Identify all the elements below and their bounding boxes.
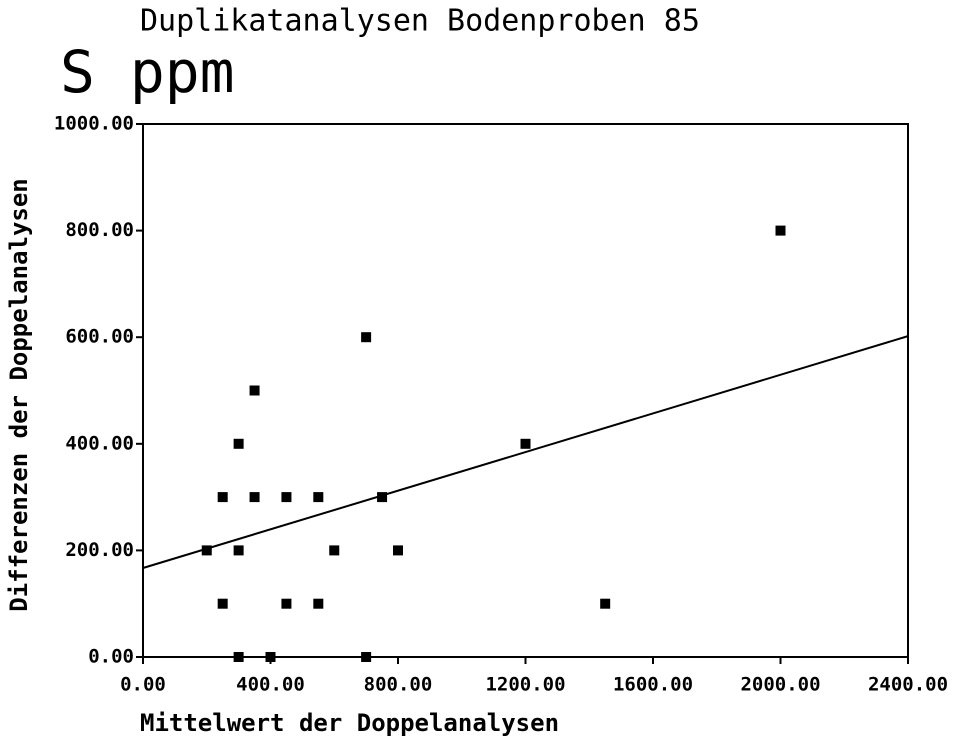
y-tick-label: 400.00 bbox=[65, 432, 134, 454]
point bbox=[313, 492, 324, 503]
point bbox=[233, 438, 244, 449]
point bbox=[361, 652, 372, 662]
y-axis-label: Differenzen der Doppelanalysen bbox=[5, 178, 33, 611]
point bbox=[201, 545, 212, 556]
x-tick-label: 0.00 bbox=[120, 674, 166, 696]
point bbox=[393, 545, 403, 556]
regression-line bbox=[142, 335, 909, 569]
chart-title: Duplikatanalysen Bodenproben 85 bbox=[140, 4, 700, 39]
point bbox=[520, 438, 531, 449]
point bbox=[249, 492, 260, 503]
y-tick-label: 600.00 bbox=[65, 326, 134, 348]
point bbox=[281, 492, 292, 503]
point bbox=[233, 545, 244, 556]
point bbox=[249, 385, 260, 396]
point bbox=[217, 598, 228, 609]
point bbox=[329, 545, 340, 556]
x-tick-label: 1600.00 bbox=[613, 674, 693, 696]
point bbox=[265, 652, 276, 662]
x-tick-label: 2400.00 bbox=[868, 674, 948, 696]
y-tick-label: 0.00 bbox=[88, 646, 134, 668]
chart-subtitle: S ppm bbox=[60, 38, 235, 106]
y-tick-label: 800.00 bbox=[65, 219, 134, 241]
point bbox=[600, 598, 611, 609]
x-tick-label: 800.00 bbox=[364, 674, 433, 696]
point bbox=[377, 492, 388, 503]
point bbox=[281, 598, 292, 609]
x-tick-label: 1200.00 bbox=[485, 674, 565, 696]
y-tick-label: 200.00 bbox=[65, 539, 134, 561]
point bbox=[233, 652, 244, 662]
x-tick-label: 2000.00 bbox=[740, 674, 820, 696]
x-tick-label: 400.00 bbox=[236, 674, 305, 696]
point bbox=[313, 598, 324, 609]
y-tick-label: 1000.00 bbox=[54, 113, 134, 135]
point bbox=[217, 492, 228, 503]
point bbox=[361, 332, 372, 343]
x-axis-label: Mittelwert der Doppelanalysen bbox=[140, 709, 559, 737]
point bbox=[775, 225, 786, 236]
